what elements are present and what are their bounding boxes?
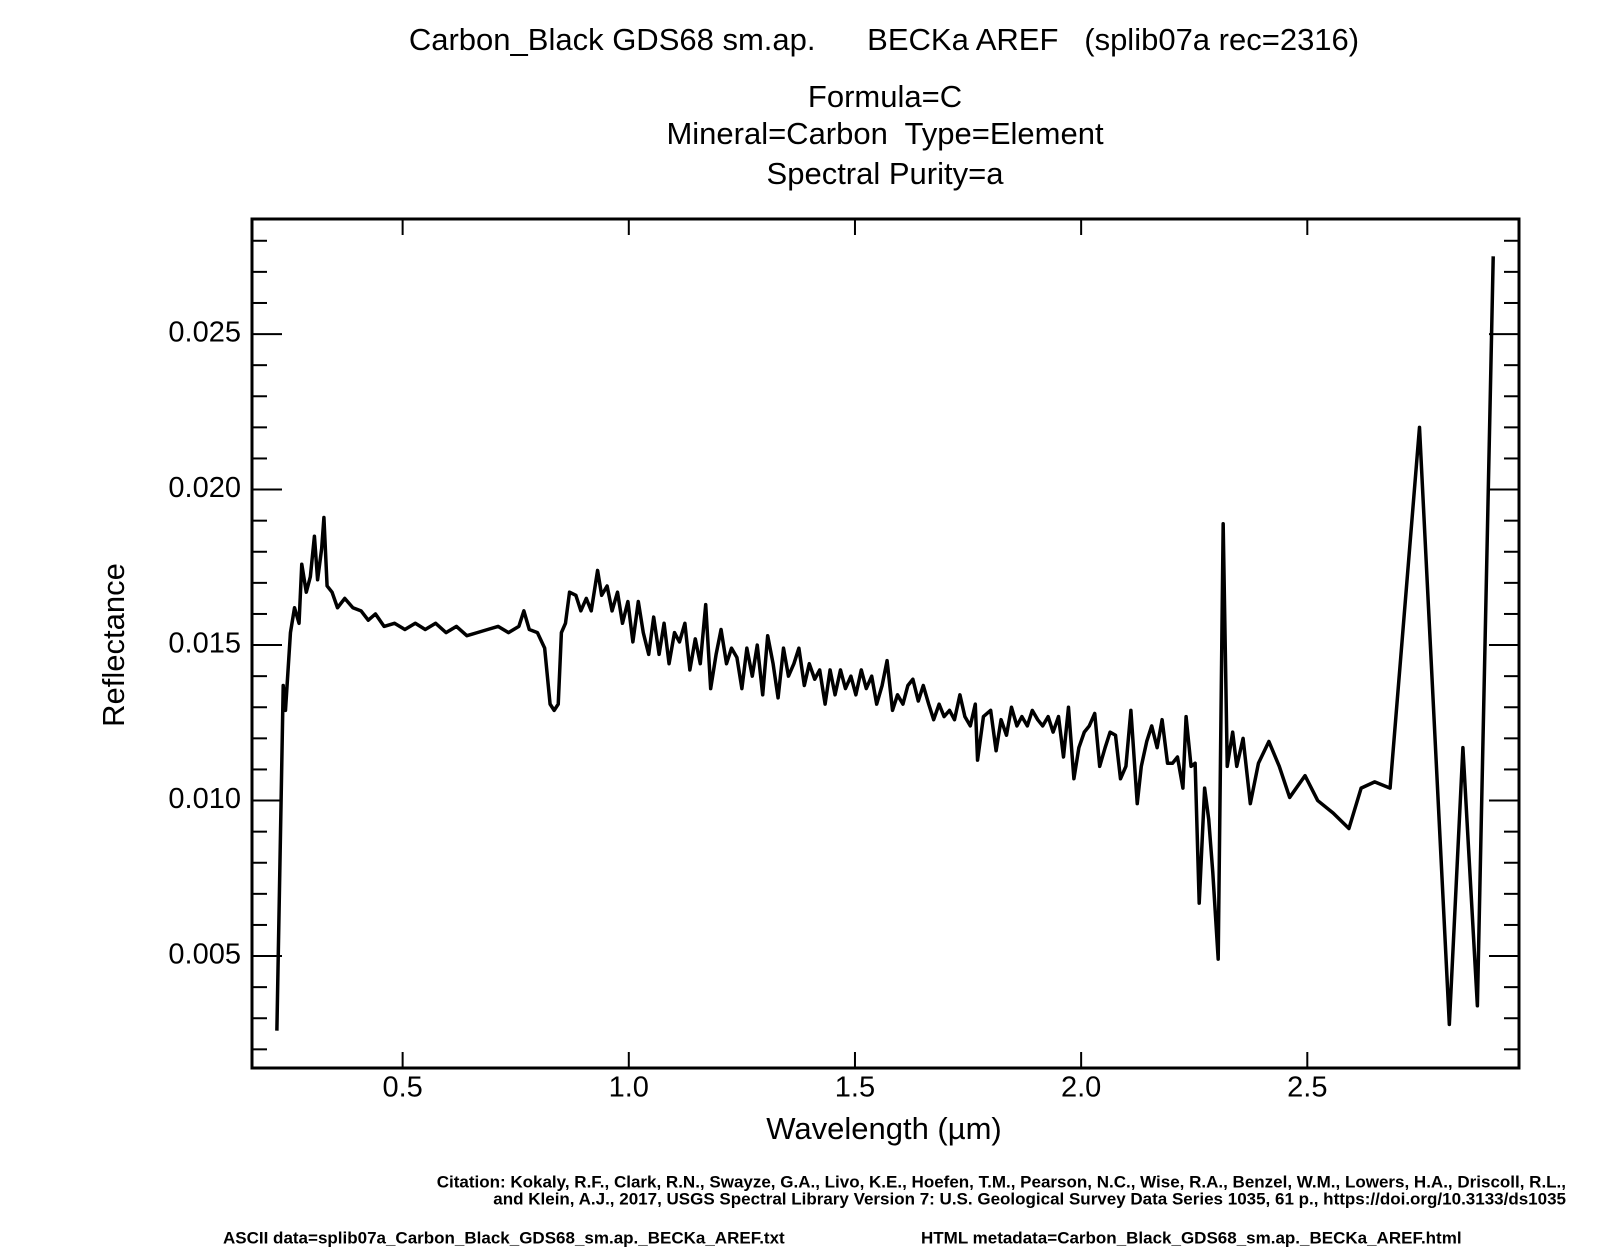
- chart-title: Carbon_Black GDS68 sm.ap. BECKa AREF (sp…: [409, 22, 1359, 57]
- y-tick-label: 0.025: [168, 317, 241, 349]
- citation: Citation: Kokaly, R.F., Clark, R.N., Swa…: [437, 1172, 1566, 1191]
- chart-subtitle: Formula=C: [808, 79, 962, 114]
- x-tick-label: 1.5: [835, 1072, 875, 1104]
- plot-frame: [250, 217, 1521, 1070]
- citation: and Klein, A.J., 2017, USGS Spectral Lib…: [493, 1189, 1566, 1208]
- x-axis-label: Wavelength (µm): [766, 1111, 1002, 1146]
- x-tick-label: 2.0: [1061, 1072, 1101, 1104]
- chart-subtitle: Mineral=Carbon Type=Element: [666, 116, 1104, 151]
- y-axis-label: Reflectance: [96, 563, 131, 727]
- x-tick-label: 0.5: [382, 1072, 422, 1104]
- chart-subtitle: Spectral Purity=a: [767, 156, 1005, 191]
- x-tick-label: 2.5: [1287, 1072, 1327, 1104]
- spectrum-line: [275, 256, 1495, 1031]
- y-tick-label: 0.005: [168, 939, 241, 971]
- y-tick-label: 0.010: [168, 783, 241, 815]
- html-metadata: HTML metadata=Carbon_Black_GDS68_sm.ap._…: [921, 1228, 1462, 1247]
- y-tick-label: 0.020: [168, 472, 241, 504]
- y-tick-label: 0.015: [168, 628, 241, 660]
- ascii-data: ASCII data=splib07a_Carbon_Black_GDS68_s…: [223, 1228, 785, 1247]
- x-tick-label: 1.0: [609, 1072, 649, 1104]
